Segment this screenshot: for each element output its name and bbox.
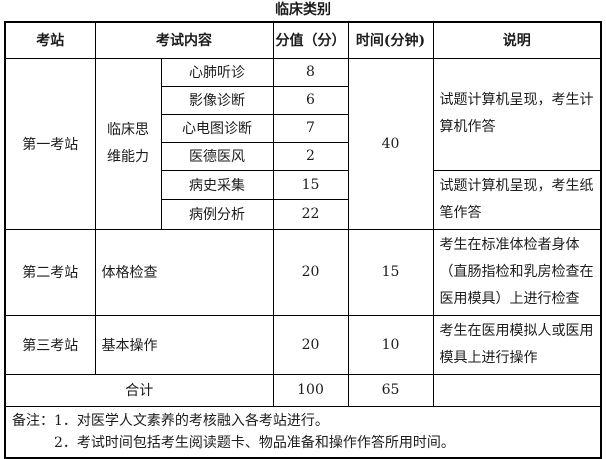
station1-item-score: 2 bbox=[272, 141, 349, 171]
footnote-line-2: 2．考试时间包括考生阅读题卡、物品准备和操作作答所用时间。 bbox=[54, 434, 455, 451]
station2-score: 20 bbox=[272, 228, 349, 316]
station1-item-label: 心电图诊断 bbox=[160, 113, 274, 143]
station3-time: 10 bbox=[347, 314, 434, 375]
station3-row: 第三考站 基本操作 20 10 考生在医用模拟人或医用模具上进行操作 bbox=[4, 314, 602, 375]
station1-item-score: 8 bbox=[272, 57, 349, 87]
station3-content: 基本操作 bbox=[94, 314, 274, 375]
station2-content: 体格检查 bbox=[94, 228, 274, 316]
footnotes-cell: 备注：1．对医学人文素养的考核融入各考站进行。 2．考试时间包括考生阅读题卡、物… bbox=[4, 405, 602, 459]
footnote-prefix: 备注： bbox=[12, 412, 54, 429]
footnote-1-text: 1．对医学人文素养的考核融入各考站进行。 bbox=[54, 412, 329, 429]
exam-stations-table: 考站 考试内容 分值（分） 时间(分钟) 说明 第一考站 临床思 维能力 心肺听… bbox=[4, 21, 602, 459]
station1-item-label: 心肺听诊 bbox=[160, 57, 274, 87]
station1-row-6: 病例分析 22 bbox=[5, 199, 601, 230]
station3-name: 第三考站 bbox=[4, 314, 96, 375]
station1-row-4: 医德医风 2 bbox=[5, 141, 601, 171]
footnote-line-1: 备注：1．对医学人文素养的考核融入各考站进行。 bbox=[12, 410, 594, 432]
station3-score: 20 bbox=[272, 314, 349, 375]
station1-item-score: 7 bbox=[272, 113, 349, 143]
footnotes-row: 备注：1．对医学人文素养的考核融入各考站进行。 2．考试时间包括考生阅读题卡、物… bbox=[4, 405, 602, 459]
total-row: 合计 100 65 bbox=[4, 373, 602, 407]
station1-row-2: 影像诊断 6 bbox=[5, 85, 601, 115]
total-label: 合计 bbox=[4, 373, 274, 407]
header-cell-station: 考站 bbox=[4, 21, 96, 59]
station1-item-label: 影像诊断 bbox=[160, 85, 274, 115]
table-header-row: 考站 考试内容 分值（分） 时间(分钟) 说明 bbox=[4, 21, 602, 59]
header-cell-note: 说明 bbox=[432, 21, 602, 59]
total-score: 100 bbox=[272, 373, 349, 407]
header-cell-time: 时间(分钟) bbox=[347, 21, 434, 59]
station2-note: 考生在标准体检者身体（直肠指检和乳房检查在医用模具）上进行检查 bbox=[432, 228, 602, 316]
total-time: 65 bbox=[347, 373, 434, 407]
header-cell-content: 考试内容 bbox=[94, 21, 274, 59]
station2-time: 15 bbox=[347, 228, 434, 316]
station1-note-bottom: 试题计算机呈现，考生纸笔作答 bbox=[432, 169, 602, 230]
station1-item-label: 医德医风 bbox=[160, 141, 274, 171]
station1-item-score: 15 bbox=[272, 169, 349, 200]
station1-name: 第一考站 bbox=[4, 57, 96, 230]
page-title: 临床类别 bbox=[275, 2, 331, 18]
station1-item-label: 病史采集 bbox=[160, 169, 274, 200]
station1-row-1: 第一考站 临床思 维能力 心肺听诊 8 40 试题计算机呈现，考生计算机作答 bbox=[4, 57, 602, 230]
header-cell-score: 分值（分） bbox=[272, 21, 349, 59]
station3-note: 考生在医用模拟人或医用模具上进行操作 bbox=[432, 314, 602, 375]
station2-row: 第二考站 体格检查 20 15 考生在标准体检者身体（直肠指检和乳房检查在医用模… bbox=[4, 228, 602, 316]
station2-name: 第二考站 bbox=[4, 228, 96, 316]
station1-note-top: 试题计算机呈现，考生计算机作答 bbox=[432, 57, 602, 171]
station1-item-score: 6 bbox=[272, 85, 349, 115]
station1-time: 40 bbox=[347, 57, 434, 230]
station1-item-label: 病例分析 bbox=[160, 199, 274, 230]
total-note-empty bbox=[432, 373, 602, 407]
station1-group: 临床思 维能力 bbox=[94, 57, 162, 230]
station1-item-score: 22 bbox=[272, 199, 349, 230]
